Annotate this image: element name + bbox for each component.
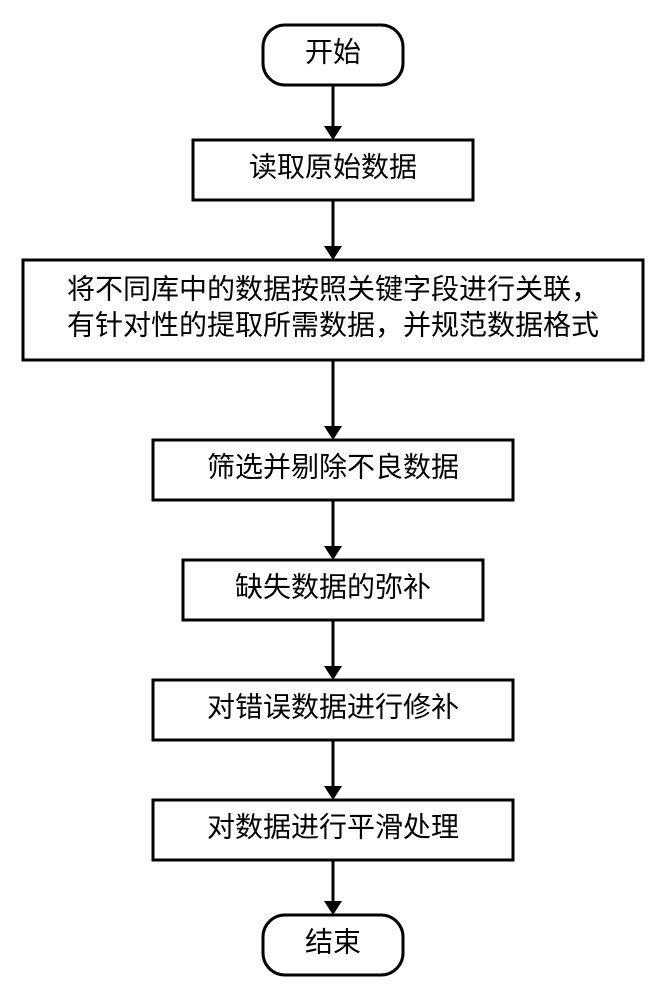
arrow-head-icon: [324, 426, 342, 440]
edge-read-to-assoc: [324, 200, 342, 260]
node-fix: 对错误数据进行修补: [153, 680, 513, 740]
node-end-label: 结束: [305, 926, 361, 958]
arrow-head-icon: [324, 786, 342, 800]
edge-filter-to-miss: [324, 500, 342, 560]
flowchart-canvas: 开始读取原始数据将不同库中的数据按照关键字段进行关联， 有针对性的提取所需数据，并…: [0, 0, 667, 1000]
arrow-head-icon: [324, 246, 342, 260]
arrow-head-icon: [324, 901, 342, 915]
arrow-head-icon: [324, 546, 342, 560]
edge-assoc-to-filter: [324, 360, 342, 440]
node-assoc-label: 有针对性的提取所需数据，并规范数据格式: [67, 309, 599, 341]
node-end: 结束: [263, 915, 403, 975]
edge-smooth-to-end: [324, 860, 342, 915]
node-smooth: 对数据进行平滑处理: [153, 800, 513, 860]
arrow-head-icon: [324, 126, 342, 140]
node-filter: 筛选并剔除不良数据: [153, 440, 513, 500]
node-read: 读取原始数据: [193, 140, 473, 200]
node-smooth-label: 对数据进行平滑处理: [207, 811, 459, 843]
node-assoc: 将不同库中的数据按照关键字段进行关联， 有针对性的提取所需数据，并规范数据格式: [23, 260, 643, 360]
node-miss: 缺失数据的弥补: [183, 560, 483, 620]
node-assoc-label: 将不同库中的数据按照关键字段进行关联，: [67, 273, 599, 305]
arrow-head-icon: [324, 666, 342, 680]
edge-fix-to-smooth: [324, 740, 342, 800]
edge-start-to-read: [324, 85, 342, 140]
node-read-label: 读取原始数据: [249, 151, 417, 183]
edge-miss-to-fix: [324, 620, 342, 680]
node-filter-label: 筛选并剔除不良数据: [207, 451, 459, 483]
node-fix-label: 对错误数据进行修补: [207, 691, 459, 723]
node-miss-label: 缺失数据的弥补: [235, 571, 431, 603]
node-start-label: 开始: [305, 36, 361, 68]
node-start: 开始: [263, 25, 403, 85]
